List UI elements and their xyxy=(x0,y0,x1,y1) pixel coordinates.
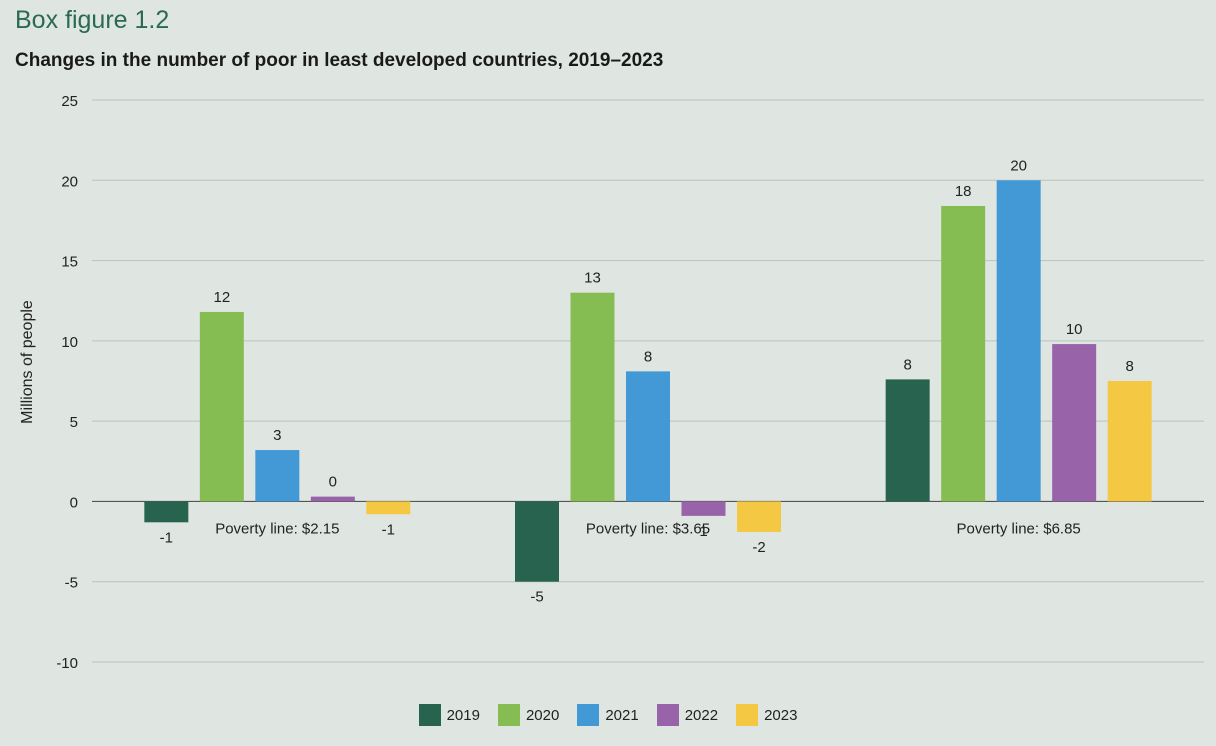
bar-2019 xyxy=(885,379,930,502)
data-label: 10 xyxy=(1066,321,1083,338)
y-tick-label: -10 xyxy=(56,655,78,672)
legend-swatch xyxy=(497,704,520,726)
legend: 2019 2020 2021 2022 2023 xyxy=(0,704,1216,726)
legend-label: 2023 xyxy=(764,706,798,724)
legend-swatch xyxy=(577,704,600,726)
data-labels: -1 12 3 0 -1 -5 13 8 1 -2 8 18 20 10 8 xyxy=(160,157,1134,605)
legend-swatch xyxy=(418,704,441,726)
bar-2021 xyxy=(626,371,670,502)
bar-2023 xyxy=(737,501,781,532)
data-label: 1 xyxy=(699,523,707,540)
figure-label: Box figure 1.2 xyxy=(15,6,170,34)
bar-2022 xyxy=(1052,344,1097,502)
category-label: Poverty line: $2.15 xyxy=(215,520,339,537)
y-tick-label: -5 xyxy=(65,575,78,592)
bar-2020 xyxy=(941,205,986,502)
bar-2023 xyxy=(1107,381,1152,502)
bar-2023 xyxy=(366,501,411,515)
y-tick-labels: 25 20 15 10 5 0 -5 -10 xyxy=(56,93,78,672)
y-tick-label: 0 xyxy=(70,494,78,511)
data-label: 3 xyxy=(273,427,281,444)
data-label: 8 xyxy=(1125,358,1133,375)
legend-swatch xyxy=(736,704,759,726)
y-tick-label: 10 xyxy=(61,334,78,351)
data-label: -1 xyxy=(160,529,173,546)
legend-label: 2020 xyxy=(525,706,560,724)
legend-label: 2019 xyxy=(446,706,480,724)
legend-item-2021: 2021 xyxy=(577,704,639,726)
category-label: Poverty line: $3.65 xyxy=(586,520,710,537)
data-label: 20 xyxy=(1010,157,1027,174)
legend-item-2020: 2020 xyxy=(497,704,560,726)
data-label: -2 xyxy=(752,539,765,556)
legend-item-2022: 2022 xyxy=(656,704,719,726)
category-label: Poverty line: $6.85 xyxy=(957,520,1081,537)
data-label: 8 xyxy=(903,356,911,373)
y-tick-label: 25 xyxy=(61,93,78,110)
y-tick-label: 15 xyxy=(61,254,78,271)
data-label: 0 xyxy=(329,474,337,491)
bar-2022 xyxy=(310,496,355,502)
data-label: 8 xyxy=(644,348,652,365)
y-axis-label: Millions of people xyxy=(19,300,36,424)
bar-2021 xyxy=(255,450,300,502)
bar-2019 xyxy=(515,501,559,582)
data-label: 13 xyxy=(584,270,601,287)
legend-item-2019: 2019 xyxy=(418,704,480,726)
category-labels: Poverty line: $2.15 Poverty line: $3.65 Po… xyxy=(215,520,1081,537)
data-label: -1 xyxy=(382,521,395,538)
bars xyxy=(144,180,1152,582)
bar-2020 xyxy=(199,311,244,502)
bar-2022 xyxy=(681,501,726,516)
bar-2021 xyxy=(996,180,1041,502)
legend-item-2023: 2023 xyxy=(736,704,797,726)
bar-2019 xyxy=(144,501,189,523)
y-tick-label: 5 xyxy=(70,414,78,431)
data-label: 18 xyxy=(955,183,972,200)
legend-swatch xyxy=(656,704,679,726)
chart-title: Changes in the number of poor in least d… xyxy=(15,50,664,71)
legend-label: 2022 xyxy=(684,706,719,724)
bar-2020 xyxy=(570,292,615,502)
data-label: -5 xyxy=(530,589,543,606)
legend-label: 2021 xyxy=(605,706,639,724)
data-label: 12 xyxy=(213,289,230,306)
y-tick-label: 20 xyxy=(61,173,78,190)
